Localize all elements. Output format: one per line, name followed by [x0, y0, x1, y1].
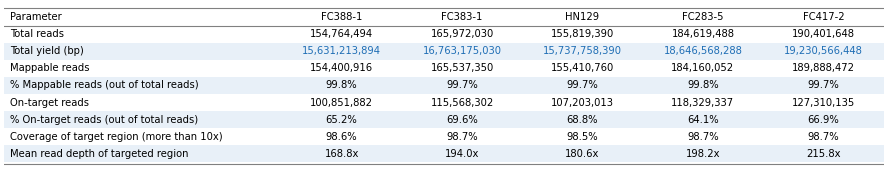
- Text: 155,819,390: 155,819,390: [551, 29, 614, 39]
- Text: 115,568,302: 115,568,302: [431, 98, 494, 107]
- Text: 98.7%: 98.7%: [446, 132, 478, 142]
- Text: 198.2x: 198.2x: [686, 149, 720, 159]
- Text: 154,400,916: 154,400,916: [310, 63, 373, 73]
- Text: Mean read depth of targeted region: Mean read depth of targeted region: [10, 149, 188, 159]
- Text: 184,619,488: 184,619,488: [671, 29, 734, 39]
- Text: Mappable reads: Mappable reads: [10, 63, 89, 73]
- Text: 118,329,337: 118,329,337: [671, 98, 734, 107]
- Text: FC417-2: FC417-2: [803, 12, 844, 22]
- Text: % Mappable reads (out of total reads): % Mappable reads (out of total reads): [10, 80, 198, 90]
- Text: 99.7%: 99.7%: [567, 80, 599, 90]
- Text: 15,631,213,894: 15,631,213,894: [302, 46, 381, 56]
- Bar: [4, 77, 884, 94]
- Text: 165,537,350: 165,537,350: [431, 63, 494, 73]
- Bar: [4, 111, 884, 128]
- Text: 69.6%: 69.6%: [446, 115, 478, 125]
- Text: % On-target reads (out of total reads): % On-target reads (out of total reads): [10, 115, 198, 125]
- Text: 194.0x: 194.0x: [445, 149, 480, 159]
- Text: 180.6x: 180.6x: [566, 149, 599, 159]
- Text: 155,410,760: 155,410,760: [551, 63, 614, 73]
- Bar: [4, 43, 884, 60]
- Text: 100,851,882: 100,851,882: [310, 98, 373, 107]
- Text: FC283-5: FC283-5: [682, 12, 724, 22]
- Text: 99.7%: 99.7%: [807, 80, 839, 90]
- Bar: [4, 145, 884, 162]
- Text: Total yield (bp): Total yield (bp): [10, 46, 83, 56]
- Text: 168.8x: 168.8x: [324, 149, 359, 159]
- Text: FC388-1: FC388-1: [321, 12, 362, 22]
- Text: 98.7%: 98.7%: [807, 132, 839, 142]
- Text: 99.8%: 99.8%: [326, 80, 357, 90]
- Text: HN129: HN129: [566, 12, 599, 22]
- Text: 15,737,758,390: 15,737,758,390: [543, 46, 622, 56]
- Text: 16,763,175,030: 16,763,175,030: [423, 46, 502, 56]
- Text: FC383-1: FC383-1: [441, 12, 483, 22]
- Text: 19,230,566,448: 19,230,566,448: [784, 46, 863, 56]
- Text: Total reads: Total reads: [10, 29, 64, 39]
- Text: 98.6%: 98.6%: [326, 132, 357, 142]
- Text: 66.9%: 66.9%: [807, 115, 839, 125]
- Text: 189,888,472: 189,888,472: [792, 63, 855, 73]
- Text: Coverage of target region (more than 10x): Coverage of target region (more than 10x…: [10, 132, 222, 142]
- Text: 215.8x: 215.8x: [806, 149, 841, 159]
- Text: 184,160,052: 184,160,052: [671, 63, 734, 73]
- Text: 127,310,135: 127,310,135: [792, 98, 855, 107]
- Text: 68.8%: 68.8%: [567, 115, 599, 125]
- Text: 98.5%: 98.5%: [567, 132, 599, 142]
- Text: 154,764,494: 154,764,494: [310, 29, 373, 39]
- Text: 99.8%: 99.8%: [687, 80, 718, 90]
- Text: 18,646,568,288: 18,646,568,288: [663, 46, 742, 56]
- Text: 99.7%: 99.7%: [446, 80, 478, 90]
- Text: Parameter: Parameter: [10, 12, 61, 22]
- Text: On-target reads: On-target reads: [10, 98, 89, 107]
- Text: 64.1%: 64.1%: [687, 115, 718, 125]
- Text: 65.2%: 65.2%: [326, 115, 358, 125]
- Text: 165,972,030: 165,972,030: [431, 29, 494, 39]
- Text: 98.7%: 98.7%: [687, 132, 718, 142]
- Text: 107,203,013: 107,203,013: [551, 98, 614, 107]
- Text: 190,401,648: 190,401,648: [792, 29, 855, 39]
